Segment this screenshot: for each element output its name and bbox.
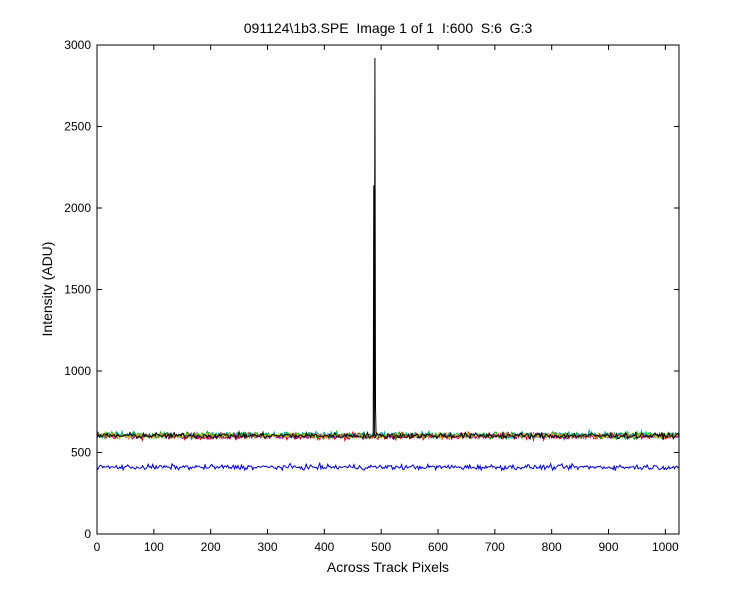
x-axis-label: Across Track Pixels xyxy=(326,559,450,575)
x-tick-label: 200 xyxy=(201,540,221,554)
x-tick-label: 900 xyxy=(599,540,619,554)
y-tick-label: 2500 xyxy=(64,120,91,134)
x-tick-label: 0 xyxy=(94,540,101,554)
y-tick-label: 0 xyxy=(84,527,91,541)
series-line-6 xyxy=(96,461,680,472)
y-tick-label: 500 xyxy=(71,446,91,460)
x-tick-label: 400 xyxy=(314,540,334,554)
y-tick-label: 2000 xyxy=(64,201,91,215)
x-tick-label: 500 xyxy=(371,540,391,554)
x-tick-label: 300 xyxy=(257,540,277,554)
y-axis-label: Intensity (ADU) xyxy=(39,241,55,337)
y-tick-label: 3000 xyxy=(64,38,91,52)
series-line-5 xyxy=(96,429,680,441)
series-peak-5 xyxy=(372,57,377,436)
chart-title: 091124\1b3.SPE Image 1 of 1 I:600 S:6 G:… xyxy=(243,20,533,36)
y-tick-label: 1000 xyxy=(64,364,91,378)
x-tick-label: 1000 xyxy=(652,540,679,554)
x-tick-label: 100 xyxy=(144,540,164,554)
y-tick-label: 1500 xyxy=(64,283,91,297)
x-tick-label: 700 xyxy=(485,540,505,554)
x-tick-label: 600 xyxy=(428,540,448,554)
x-tick-label: 800 xyxy=(542,540,562,554)
axes-box xyxy=(96,44,680,535)
